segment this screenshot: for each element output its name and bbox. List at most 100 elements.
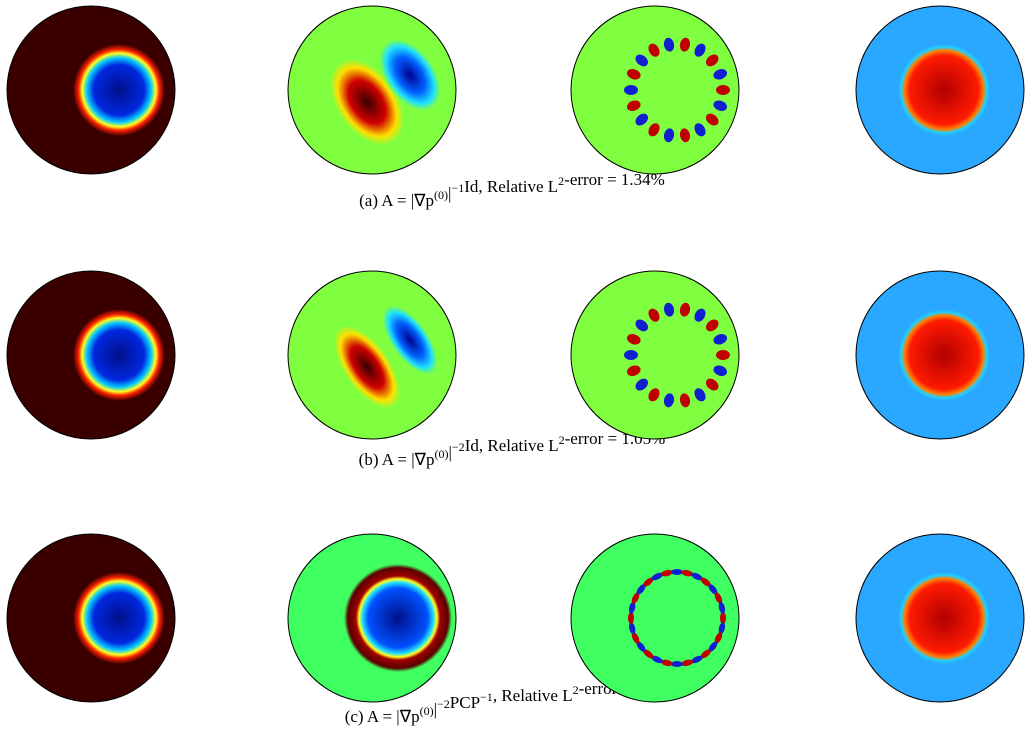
- plot: [856, 271, 1024, 439]
- blob: [73, 572, 165, 664]
- text-run: Id, Relative L: [465, 436, 559, 455]
- superscript: −2: [452, 440, 465, 454]
- blob: [898, 572, 990, 664]
- ripple: [628, 612, 634, 624]
- superscript: 2: [573, 683, 579, 697]
- ripple: [648, 308, 660, 322]
- ripple: [705, 54, 719, 67]
- plot-border: [6, 533, 176, 703]
- ripple: [681, 569, 694, 577]
- ripple: [660, 659, 673, 667]
- caption-c: (c) A = |∇p(0)|−2PCP−1, Relative L2-erro…: [345, 679, 680, 726]
- ripple: [713, 365, 728, 377]
- text-run: |: [434, 700, 437, 719]
- plot: [856, 534, 1024, 702]
- plot-bg: [571, 6, 739, 174]
- text-run: , Relative L: [493, 686, 573, 705]
- ripple: [651, 572, 663, 581]
- blob: [344, 564, 452, 672]
- ripple: [643, 577, 654, 587]
- ripple: [648, 43, 660, 57]
- ripple: [716, 350, 730, 360]
- plot: [7, 271, 175, 439]
- ripple: [636, 584, 646, 595]
- ripple: [663, 128, 675, 143]
- plot-border: [287, 5, 457, 175]
- ripple: [713, 100, 728, 112]
- blob-red: [333, 325, 401, 409]
- plot: [288, 534, 456, 702]
- ripple: [626, 333, 641, 345]
- ripple: [694, 308, 706, 322]
- ripple: [635, 113, 649, 126]
- text-run: -error = 1.34%: [564, 170, 665, 189]
- plot: [288, 6, 456, 174]
- plot-border: [287, 270, 457, 440]
- plot-border: [287, 533, 457, 703]
- ripple: [705, 113, 719, 126]
- ripple: [700, 649, 711, 659]
- plot-border: [6, 5, 176, 175]
- text-run: PCP: [450, 693, 480, 712]
- superscript: −1: [480, 690, 493, 704]
- ripple: [671, 661, 683, 667]
- plot-border: [570, 533, 740, 703]
- superscript: 2: [558, 174, 564, 188]
- text-run: Id, Relative L: [464, 177, 558, 196]
- ripple: [679, 393, 691, 408]
- ripple: [691, 655, 703, 664]
- text-run: (a) A = |∇p: [359, 191, 434, 210]
- ripple: [718, 601, 726, 614]
- plot: [571, 6, 739, 174]
- ripple: [635, 54, 649, 67]
- plot-border: [570, 5, 740, 175]
- ripple: [694, 43, 706, 57]
- plot: [571, 271, 739, 439]
- ripple: [660, 569, 673, 577]
- superscript: (0): [420, 704, 434, 718]
- superscript: 2: [559, 433, 565, 447]
- ripple: [626, 68, 641, 80]
- superscript: (0): [434, 188, 448, 202]
- ripple: [626, 100, 641, 112]
- ripple: [624, 350, 638, 360]
- plot-border: [6, 270, 176, 440]
- plot-border: [855, 5, 1025, 175]
- ripple: [705, 319, 719, 332]
- ripple: [700, 577, 711, 587]
- ripple: [626, 365, 641, 377]
- plot-border: [855, 270, 1025, 440]
- ripple: [681, 659, 694, 667]
- ripple: [636, 641, 646, 652]
- ripple: [643, 649, 654, 659]
- plot: [571, 534, 739, 702]
- ripple: [648, 388, 660, 402]
- blob: [73, 309, 165, 401]
- plot: [288, 271, 456, 439]
- superscript: −1: [451, 181, 464, 195]
- ripple: [663, 37, 675, 52]
- ripple: [671, 569, 683, 575]
- ripple: [628, 622, 636, 635]
- ripple: [694, 388, 706, 402]
- ripple: [713, 333, 728, 345]
- blob: [898, 44, 990, 136]
- ripple: [631, 632, 640, 644]
- superscript: (0): [435, 447, 449, 461]
- plot-bg: [571, 271, 739, 439]
- ripple: [663, 393, 675, 408]
- plot-border: [855, 533, 1025, 703]
- caption-a: (a) A = |∇p(0)|−1Id, Relative L2-error =…: [359, 170, 665, 210]
- superscript: −2: [437, 697, 450, 711]
- ripple: [714, 632, 723, 644]
- blob-blue: [379, 39, 441, 111]
- ripple: [691, 572, 703, 581]
- ripple: [705, 378, 719, 391]
- text-run: (c) A = |∇p: [345, 707, 420, 726]
- ripple: [624, 85, 638, 95]
- text-run: |: [448, 184, 451, 203]
- text-run: (b) A = |∇p: [359, 450, 435, 469]
- ripple: [708, 584, 718, 595]
- plot-border: [570, 270, 740, 440]
